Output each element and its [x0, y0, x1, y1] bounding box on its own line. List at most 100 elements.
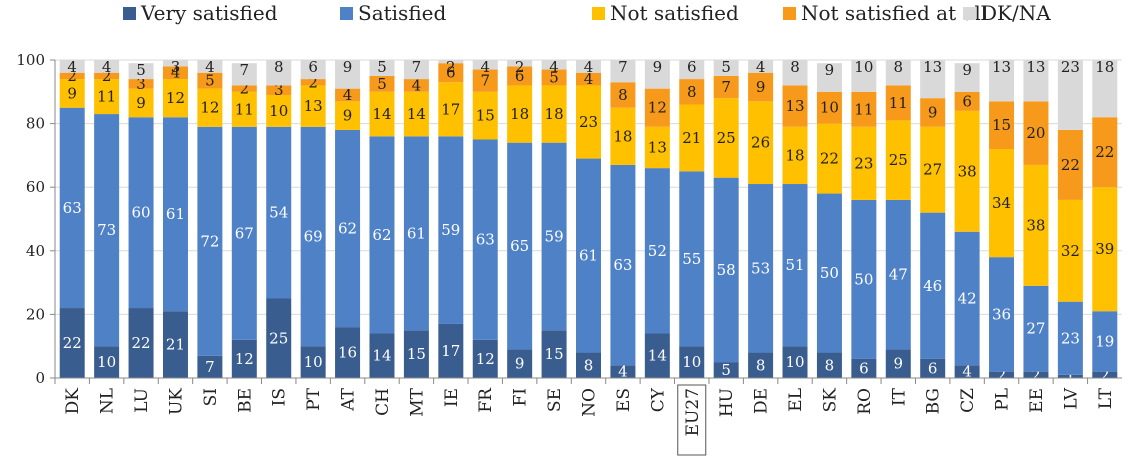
data-label: 63 — [613, 256, 632, 274]
data-label: 19 — [1095, 332, 1114, 350]
data-label: 60 — [132, 204, 151, 222]
data-label: 4 — [584, 58, 594, 76]
bar-segment — [610, 107, 636, 165]
y-tick-label: 20 — [26, 305, 45, 323]
data-label: 4 — [549, 58, 559, 76]
bar-segment — [472, 139, 498, 340]
bar-segment — [94, 60, 120, 73]
x-tick-label: LU — [132, 388, 152, 413]
bar-segment — [266, 85, 292, 95]
data-label: 11 — [235, 100, 254, 118]
data-label: 4 — [67, 58, 77, 76]
data-label: 1 — [1066, 367, 1076, 385]
bar-segment — [644, 168, 670, 334]
bar-segment — [920, 60, 946, 99]
bar-segment — [1092, 311, 1118, 372]
data-label: 4 — [102, 58, 112, 76]
bar-segment — [1023, 101, 1049, 165]
data-label: 8 — [584, 356, 594, 374]
data-label: 12 — [166, 89, 185, 107]
bar-segment — [541, 330, 567, 378]
bar-segment — [1057, 301, 1083, 375]
bar-segment — [197, 60, 223, 73]
data-label: 2 — [67, 67, 77, 85]
x-tick-label: HU — [717, 388, 737, 417]
data-label: 2 — [515, 58, 525, 76]
bar-segment — [576, 60, 601, 73]
bar-segment — [403, 330, 429, 378]
legend-swatch-3 — [592, 7, 605, 20]
bar-segment — [369, 75, 395, 92]
data-label: 38 — [958, 162, 977, 180]
y-tick-label: 100 — [16, 51, 45, 69]
bar-segment — [748, 352, 774, 378]
data-label: 22 — [132, 334, 151, 352]
bar-segment — [541, 69, 567, 86]
data-label: 23 — [579, 113, 598, 131]
data-label: 10 — [854, 58, 873, 76]
x-tick-label: IE — [442, 388, 462, 407]
bar-segment — [507, 142, 533, 350]
data-label: 13 — [785, 97, 804, 115]
bar-segment — [816, 123, 842, 194]
data-label: 69 — [304, 227, 323, 245]
data-label: 18 — [1095, 58, 1114, 76]
data-label: 9 — [343, 58, 353, 76]
data-label: 7 — [412, 58, 422, 76]
data-label: 17 — [441, 342, 460, 360]
bar-segment — [679, 171, 705, 347]
data-label: 6 — [687, 58, 697, 76]
data-label: 4 — [584, 70, 594, 88]
bar-segment — [300, 85, 326, 127]
data-label: 61 — [407, 224, 426, 242]
bar-segment — [644, 126, 670, 169]
bar-segment — [128, 117, 154, 309]
data-label: 12 — [476, 350, 495, 368]
x-tick-label: EL — [786, 388, 806, 412]
data-label: 21 — [682, 129, 701, 147]
bar-segment — [851, 358, 877, 378]
data-label: 22 — [1061, 156, 1080, 174]
data-label: 4 — [618, 363, 628, 381]
x-tick-label: CZ — [958, 388, 978, 413]
bar-segment — [507, 66, 533, 86]
bar-segment — [507, 60, 533, 67]
data-label: 10 — [269, 102, 288, 120]
bar-segment — [128, 79, 154, 89]
data-label: 9 — [962, 61, 972, 79]
data-label: 59 — [545, 227, 564, 245]
bar-segment — [644, 60, 670, 89]
data-label: 9 — [894, 355, 904, 373]
bar-segment — [335, 60, 361, 89]
data-label: 5 — [136, 61, 146, 79]
bar-segment — [94, 72, 120, 80]
bar-segment — [59, 107, 85, 309]
bar-segment — [231, 126, 257, 340]
bar-segment — [1023, 371, 1049, 378]
bar-segment — [300, 60, 326, 80]
data-label: 6 — [515, 67, 525, 85]
data-label: 10 — [97, 353, 116, 371]
data-label: 39 — [1095, 240, 1114, 258]
data-label: 8 — [894, 58, 904, 76]
data-label: 25 — [717, 129, 736, 147]
data-label: 61 — [166, 205, 185, 223]
bar-segment — [197, 126, 223, 356]
data-label: 9 — [67, 84, 77, 102]
data-label: 23 — [1061, 329, 1080, 347]
data-label: 3 — [136, 75, 146, 93]
data-label: 27 — [923, 161, 942, 179]
data-label: 18 — [613, 127, 632, 145]
x-tick-label: SE — [545, 388, 565, 412]
data-label: 23 — [1061, 58, 1080, 76]
data-label: 9 — [343, 107, 353, 125]
highlight-box — [677, 384, 707, 456]
bar-segment — [885, 199, 911, 350]
data-label: 4 — [412, 76, 422, 94]
data-label: 13 — [304, 97, 323, 115]
bar-segment — [610, 82, 636, 108]
data-label: 18 — [785, 146, 804, 164]
x-tick-label: SI — [201, 388, 221, 406]
data-label: 2 — [1100, 366, 1110, 384]
data-label: 65 — [510, 237, 529, 255]
